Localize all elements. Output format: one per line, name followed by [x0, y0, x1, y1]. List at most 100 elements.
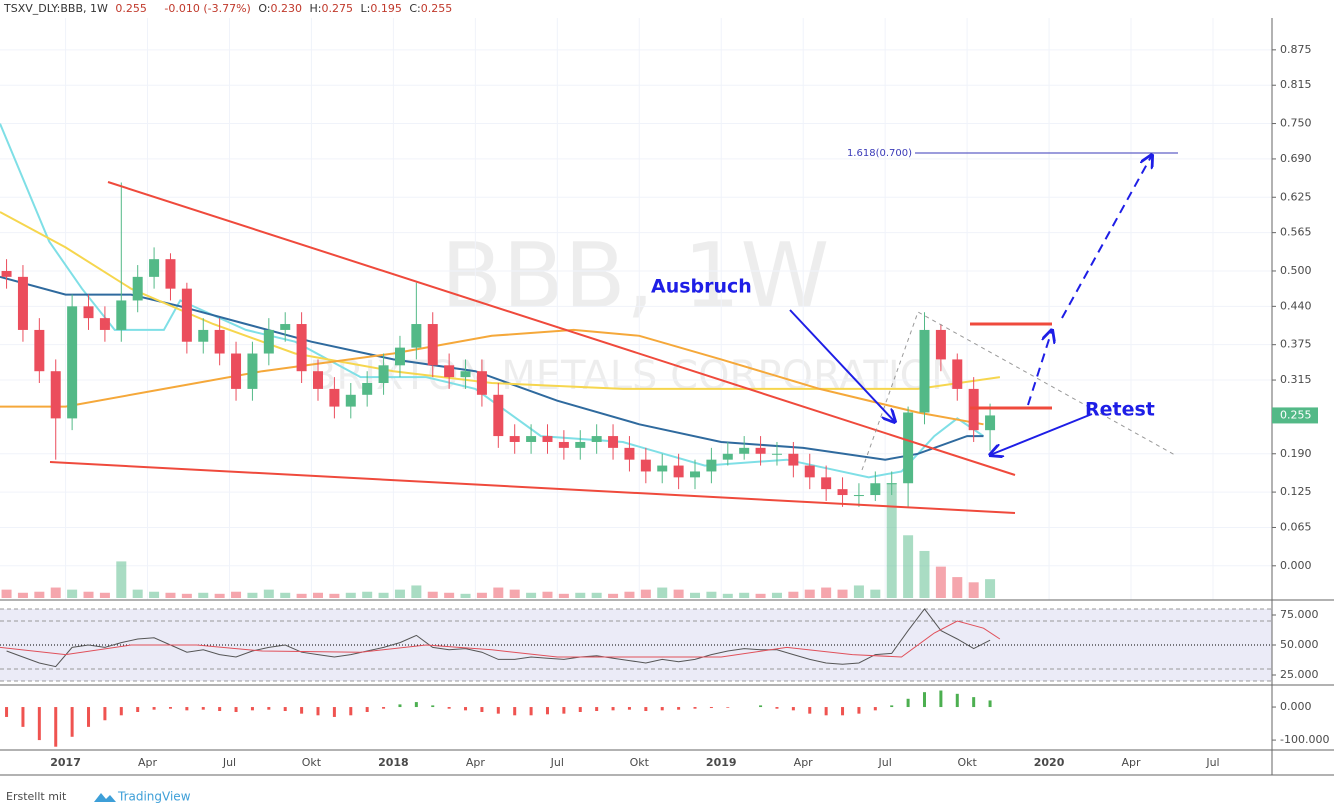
volume-bar	[853, 585, 864, 598]
candle-body	[1, 270, 12, 277]
candle-body	[427, 324, 438, 366]
histogram-bar	[759, 705, 763, 708]
y-tick-label: 50.000	[1280, 638, 1319, 651]
volume-bar	[313, 592, 323, 598]
candle-body	[968, 388, 979, 431]
y-tick-label: 0.375	[1280, 338, 1312, 351]
volume-bar	[444, 592, 455, 598]
candle-body	[247, 353, 258, 389]
change: -0.010 (-3.77%)	[164, 2, 250, 15]
candle-body	[198, 329, 209, 342]
ohlc-label: H:	[310, 2, 322, 15]
histogram-bar	[595, 707, 599, 712]
volume-bar	[624, 591, 635, 598]
histogram-bar	[545, 707, 549, 715]
candle-body	[17, 276, 28, 330]
y-tick-label: 0.690	[1280, 152, 1312, 165]
ohlc-value: 0.255	[421, 2, 453, 15]
volume-bar	[1, 589, 12, 598]
histogram-bar	[382, 707, 386, 709]
volume-bar	[378, 592, 389, 598]
watermark-subtitle: BRIXTON METALS CORPORATION	[309, 353, 961, 399]
x-tick-label: Jul	[878, 756, 892, 769]
rsi-line	[0, 620, 1001, 658]
candle-body	[509, 436, 520, 442]
candle-body	[788, 453, 799, 466]
candle-body	[362, 383, 373, 395]
y-tick-label: 0.440	[1280, 299, 1312, 312]
volume-bar	[935, 566, 946, 598]
y-tick-label: 0.500	[1280, 264, 1312, 277]
dashed-arrow	[1027, 330, 1052, 406]
arrow	[789, 309, 895, 422]
volume-bar	[640, 589, 651, 598]
volume-bar	[132, 589, 143, 598]
y-tick-label: 0.875	[1280, 43, 1312, 56]
volume-bar	[362, 591, 373, 598]
candle-body	[755, 447, 766, 454]
candle-body	[214, 329, 225, 354]
volume-bar	[476, 592, 487, 598]
volume-bar	[886, 483, 897, 598]
y-tick-label: 0.190	[1280, 447, 1312, 460]
volume-bar	[99, 592, 110, 598]
histogram-bar	[300, 707, 304, 714]
x-tick-label: 2018	[378, 756, 409, 769]
volume-bar	[690, 592, 701, 598]
candle-body	[263, 329, 274, 354]
volume-bar	[411, 585, 422, 598]
candle-body	[690, 471, 701, 478]
volume-bar	[804, 589, 815, 598]
last: 0.255	[115, 2, 147, 15]
x-tick-label: Okt	[957, 756, 977, 769]
last-price-label: 0.255	[1280, 408, 1312, 421]
histogram-bar	[87, 707, 91, 727]
footer-brand[interactable]: TradingView	[117, 790, 191, 804]
trendline	[107, 181, 1016, 476]
candle-body	[394, 347, 405, 366]
histogram-bar	[119, 707, 123, 716]
volume-bar	[870, 589, 881, 598]
histogram-bar	[972, 697, 976, 708]
histogram-bar	[660, 707, 664, 711]
volume-bar	[493, 587, 504, 598]
ohlc-value: 0.195	[370, 2, 402, 15]
x-tick-label: Jul	[1205, 756, 1219, 769]
logo	[94, 793, 116, 802]
candle-body	[935, 329, 946, 360]
histogram-bar	[677, 707, 681, 710]
y-tick-label: 0.625	[1280, 190, 1312, 203]
volume-bar	[575, 592, 586, 598]
histogram-bar	[627, 707, 631, 710]
candle-body	[50, 371, 61, 419]
x-tick-label: Apr	[1122, 756, 1142, 769]
y-tick-label: -100.000	[1280, 733, 1329, 746]
candle-body	[165, 259, 176, 289]
histogram-bar	[185, 707, 189, 711]
candle-body	[67, 306, 78, 419]
x-tick-label: Apr	[794, 756, 814, 769]
histogram-bar	[398, 704, 402, 708]
histogram-bar	[775, 707, 779, 709]
volume-bar	[788, 591, 799, 598]
volume-bar	[181, 593, 192, 598]
candle-body	[296, 324, 307, 372]
histogram-bar	[349, 707, 353, 716]
histogram-bar	[283, 707, 287, 712]
candle-body	[444, 365, 455, 378]
histogram-bar	[414, 702, 418, 708]
histogram-bar	[857, 707, 861, 714]
ohlc-label: L:	[360, 2, 370, 15]
candle-body	[608, 436, 619, 448]
histogram-bar	[332, 707, 336, 717]
volume-bar	[608, 593, 619, 598]
y-tick-label: 0.565	[1280, 226, 1312, 239]
x-tick-label: 2017	[50, 756, 81, 769]
histogram-bar	[693, 707, 697, 709]
volume-bar	[231, 591, 242, 598]
histogram-bar	[988, 700, 992, 708]
volume-bar	[83, 591, 94, 598]
volume-bar	[214, 593, 225, 598]
x-tick-label: Apr	[138, 756, 158, 769]
